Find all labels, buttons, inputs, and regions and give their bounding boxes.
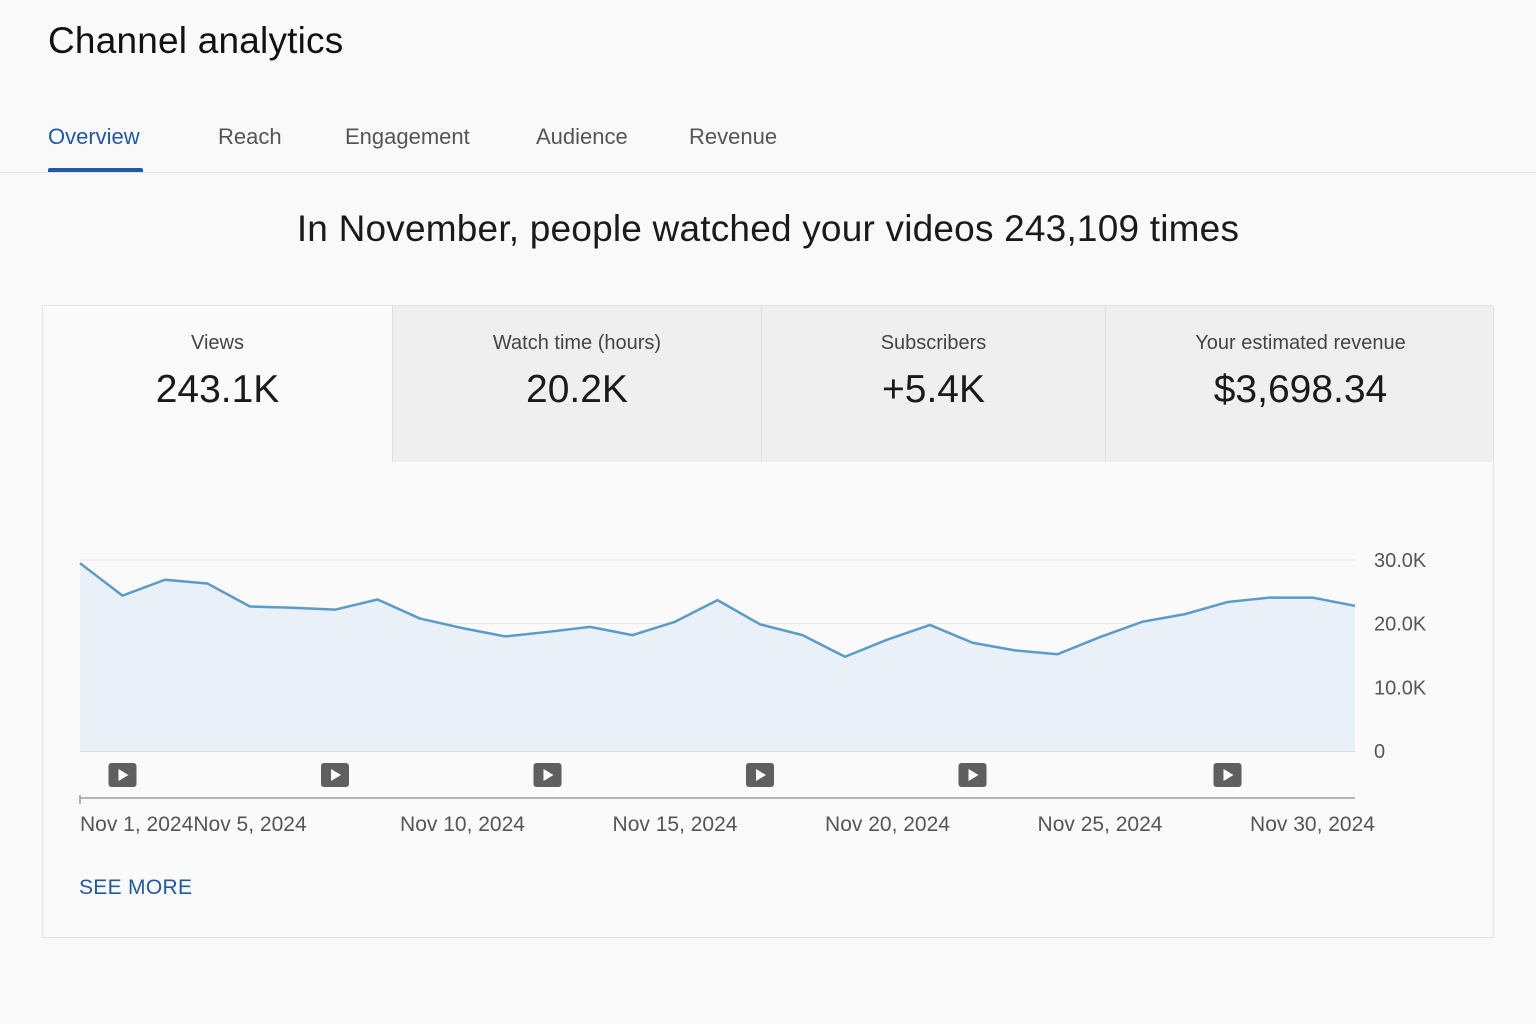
metric-watch-time[interactable]: Watch time (hours) 20.2K	[392, 306, 761, 462]
play-icon[interactable]	[108, 763, 137, 787]
page-title: Channel analytics	[48, 20, 344, 61]
metric-label: Your estimated revenue	[1195, 332, 1406, 354]
metric-tabs: Views 243.1K Watch time (hours) 20.2K Su…	[43, 306, 1493, 462]
analytics-card: Views 243.1K Watch time (hours) 20.2K Su…	[42, 305, 1494, 938]
x-tick-label: Nov 20, 2024	[825, 813, 950, 836]
metric-value: 243.1K	[155, 368, 280, 411]
play-icon[interactable]	[746, 763, 774, 787]
y-tick-label: 10.0K	[1374, 677, 1427, 699]
tab-overview[interactable]: Overview	[48, 124, 140, 149]
metric-subscribers[interactable]: Subscribers +5.4K	[761, 306, 1105, 462]
tab-revenue[interactable]: Revenue	[689, 124, 778, 149]
active-tab-indicator	[48, 168, 143, 172]
views-area	[80, 563, 1355, 751]
tab-engagement[interactable]: Engagement	[345, 124, 470, 149]
metric-label: Subscribers	[880, 332, 987, 354]
y-tick-label: 30.0K	[1374, 550, 1427, 572]
metric-value: +5.4K	[881, 368, 985, 411]
views-chart: 30.0K 20.0K 10.0K 0 Nov 1, 2024 Nov 5, 2024 No…	[79, 550, 1427, 836]
tab-bar: Overview Reach Engagement Audience Reven…	[0, 110, 1536, 173]
play-icon[interactable]	[533, 763, 562, 787]
metric-views[interactable]: Views 243.1K	[43, 306, 392, 462]
play-icon[interactable]	[958, 763, 987, 787]
play-icon[interactable]	[321, 763, 349, 787]
y-tick-label: 20.0K	[1374, 614, 1427, 636]
summary-headline: In November, people watched your videos …	[296, 208, 1240, 249]
x-tick-label: Nov 30, 2024	[1250, 813, 1375, 836]
metric-value: 20.2K	[526, 368, 628, 411]
tab-reach[interactable]: Reach	[218, 124, 282, 149]
metric-value: $3,698.34	[1213, 368, 1388, 411]
play-icon[interactable]	[1213, 763, 1242, 787]
see-more-link[interactable]: SEE MORE	[79, 876, 193, 899]
x-tick-label: Nov 1, 2024	[80, 813, 194, 836]
metric-label: Views	[191, 332, 244, 354]
x-tick-label: Nov 15, 2024	[613, 813, 738, 836]
metric-label: Watch time (hours)	[492, 332, 662, 354]
metric-estimated-revenue[interactable]: Your estimated revenue $3,698.34	[1105, 306, 1493, 462]
tab-audience[interactable]: Audience	[536, 124, 628, 149]
x-tick-label: Nov 10, 2024	[400, 813, 525, 836]
x-tick-label: Nov 5, 2024	[193, 813, 307, 836]
x-tick-label: Nov 25, 2024	[1038, 813, 1163, 836]
y-tick-label: 0	[1374, 741, 1385, 763]
